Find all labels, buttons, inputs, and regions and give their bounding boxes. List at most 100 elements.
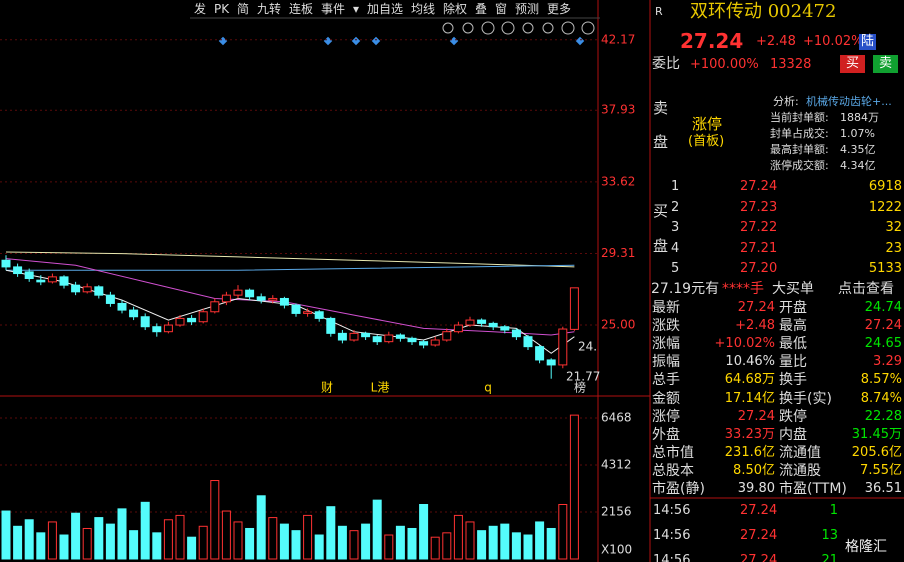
ma-line — [5, 258, 575, 336]
trade-time: 14:56 — [653, 528, 691, 543]
price: 27.24 — [680, 29, 744, 53]
candle-body — [24, 271, 34, 280]
toolbar-button[interactable]: 简 — [237, 2, 250, 16]
buy-button[interactable]: 买 — [840, 55, 866, 73]
toolbar-button[interactable]: 窗 — [495, 2, 508, 16]
volume-bar — [337, 525, 347, 560]
candle-body — [13, 266, 23, 275]
stat-label: 涨跌 — [652, 318, 680, 335]
candle-body — [117, 302, 127, 311]
toolbar-button[interactable]: 连板 — [289, 2, 314, 16]
bid-volume: 23 — [885, 240, 902, 256]
candle-body — [129, 309, 139, 318]
candle-body — [36, 279, 46, 283]
analysis-label: 当前封单额: — [770, 111, 829, 124]
volume-bar — [1, 510, 11, 560]
candle-body — [442, 331, 452, 341]
event-label: L港 — [371, 381, 390, 395]
volume-bar — [175, 514, 185, 560]
stat-label: 市盈(TTM) — [779, 481, 847, 497]
toolbar-button[interactable]: 叠 — [475, 2, 488, 16]
volume-bar — [291, 530, 301, 560]
stat-value: 36.51 — [864, 481, 902, 496]
candle-body — [268, 297, 278, 301]
candle-body — [569, 287, 579, 330]
candle-body — [279, 297, 289, 306]
candle-body — [349, 332, 359, 341]
volume-bar — [314, 534, 324, 560]
stat-value: 231.6亿 — [724, 444, 775, 460]
toolbar-button[interactable]: 发 — [194, 2, 207, 16]
stat-value: 3.29 — [873, 354, 902, 370]
volume-bar — [140, 501, 150, 560]
toolbar-button[interactable]: 均线 — [411, 2, 436, 16]
volume-bar — [500, 523, 510, 560]
toolbar-button[interactable]: ▾ — [353, 2, 360, 16]
stat-value: 24.74 — [864, 300, 902, 315]
analysis-label: 分析: — [773, 95, 799, 108]
stat-label: 最低 — [779, 336, 807, 353]
volume-bar — [523, 534, 533, 560]
bid-price: 27.20 — [740, 261, 778, 276]
stat-value: 31.45万 — [851, 426, 902, 442]
toolbar-button[interactable]: 事件 — [321, 2, 346, 16]
candle-body — [175, 317, 185, 326]
stat-label: 流通股 — [779, 462, 821, 479]
candle-body — [210, 301, 220, 313]
stat-value: 7.55亿 — [860, 462, 902, 478]
bid-volume: 6918 — [868, 179, 902, 194]
volume-bar — [187, 536, 197, 560]
trade-volume: 1 — [829, 503, 838, 518]
stat-label: 换手 — [779, 372, 807, 389]
toolbar-button[interactable]: 预测 — [515, 2, 540, 16]
toolbar-button[interactable]: 更多 — [547, 2, 572, 16]
bid-level: 3 — [671, 220, 680, 235]
candle-body — [488, 322, 498, 328]
trade-volume: 13 — [821, 528, 838, 543]
toolbar-button[interactable]: 除权 — [443, 2, 468, 16]
candle-body — [326, 317, 336, 334]
stat-value: 27.24 — [737, 300, 775, 315]
weibi-label: 委比 — [652, 56, 680, 72]
stat-value: 27.24 — [737, 408, 775, 424]
volume-bar — [163, 519, 173, 560]
sell-button[interactable]: 卖 — [873, 55, 899, 73]
stat-value: 22.28 — [864, 408, 902, 424]
volume-bar — [453, 514, 463, 560]
candle-body — [384, 334, 394, 343]
ma-line — [5, 269, 575, 354]
volume-bar — [546, 527, 556, 560]
candle-body — [419, 341, 429, 346]
stat-label: 换手(实) — [779, 390, 832, 407]
volume-bar — [256, 495, 266, 560]
volume-bar — [442, 532, 452, 560]
trade-price: 27.24 — [740, 553, 778, 562]
stock-name: 双环传动 002472 — [690, 1, 837, 22]
analysis-label: 封单占成交: — [770, 127, 829, 140]
trade-time: 14:56 — [653, 503, 691, 518]
volume-bar — [117, 508, 127, 560]
toolbar-button[interactable]: 九转 — [257, 2, 282, 16]
candle-body — [82, 286, 92, 293]
volume-bar — [13, 525, 23, 560]
unit-label: X100 — [601, 543, 632, 557]
big-order: ****手 — [722, 281, 764, 297]
trade-volume: 21 — [821, 553, 838, 562]
toolbar-button[interactable]: 加自选 — [367, 2, 404, 16]
volume-bar — [303, 514, 313, 560]
stat-label: 总手 — [652, 372, 680, 389]
volume-bar — [569, 414, 579, 560]
bid-price: 27.23 — [740, 199, 778, 215]
volume-bar — [384, 534, 394, 560]
big-order[interactable]: 点击查看 — [838, 281, 894, 297]
stat-label: 涨幅 — [652, 336, 680, 353]
volume-bar — [210, 480, 220, 560]
volume-bar — [558, 504, 568, 560]
candle-body — [256, 296, 266, 301]
candle-body — [407, 337, 417, 343]
volume-bar — [71, 512, 81, 560]
volume-bar — [82, 527, 92, 560]
toolbar-button[interactable]: PK — [214, 2, 230, 16]
code: R — [655, 5, 663, 18]
